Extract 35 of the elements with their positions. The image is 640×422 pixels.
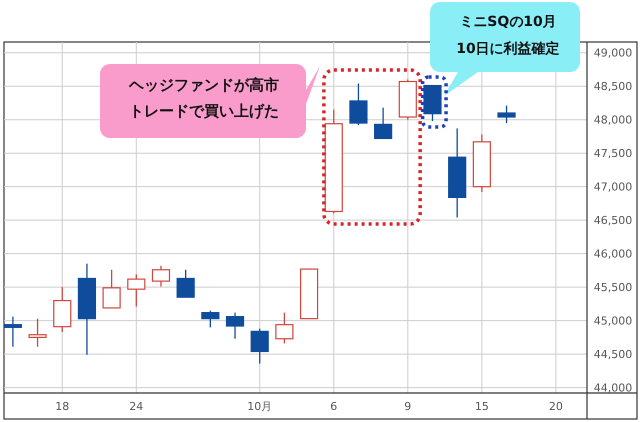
candlestick [152, 265, 170, 288]
x-tick-label: 10月 [247, 400, 272, 413]
candlestick [176, 269, 195, 298]
y-tick-label: 49,000 [594, 46, 632, 60]
y-tick-label: 48,000 [594, 114, 632, 127]
candlestick [226, 312, 244, 340]
x-tick-label: 24 [129, 400, 144, 413]
candlestick [275, 312, 294, 344]
speech-bubble: ミニSQの10月10日に利益確定 [430, 2, 580, 96]
x-tick-label: 6 [330, 400, 338, 413]
speech-bubble: ヘッジファンドが高市トレードで買い上げた [100, 64, 320, 138]
y-tick-label: 45,500 [594, 281, 632, 294]
x-tick-label: 18 [55, 400, 70, 413]
candlestick [250, 328, 269, 364]
candlestick [497, 104, 516, 124]
y-tick-label: 47,500 [594, 147, 632, 160]
x-tick-label: 9 [404, 400, 412, 413]
annotation: ミニSQの10月10日に利益確定 [456, 14, 560, 57]
x-tick-label: 15 [474, 400, 489, 413]
candlestick [349, 82, 368, 126]
y-tick-label: 46,500 [594, 214, 632, 228]
candlestick [102, 269, 121, 309]
candlestick [201, 310, 220, 328]
candlestick [28, 318, 47, 348]
x-tick-label: 20 [548, 400, 563, 413]
y-tick-label: 47,000 [594, 180, 632, 194]
y-tick-label: 48,500 [594, 80, 632, 94]
candlestick [4, 316, 22, 348]
y-tick-label: 46,000 [594, 248, 632, 261]
y-tick-label: 45,000 [594, 314, 632, 328]
y-tick-label: 44,000 [594, 381, 632, 394]
candlestick [127, 274, 146, 308]
y-tick-label: 44,500 [594, 348, 632, 361]
annotation: ヘッジファンドが高市トレードで買い上げた [128, 76, 279, 120]
candlestick [374, 106, 392, 140]
